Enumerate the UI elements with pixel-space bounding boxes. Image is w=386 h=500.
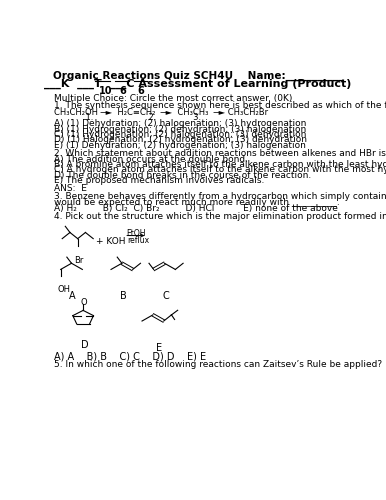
Text: Organic Reactions Quiz SCH4U    Name:___________: Organic Reactions Quiz SCH4U Name:______…	[52, 71, 343, 81]
Text: + KOH: + KOH	[96, 237, 126, 246]
Text: 1.                     2.              3.: 1. 2. 3.	[54, 113, 201, 122]
Text: B) A bromine atom attaches itself to the alkene carbon with the least hydrogens.: B) A bromine atom attaches itself to the…	[54, 160, 386, 169]
Text: E) (1) Dehydration; (2) hydrogenation; (3) halogenation: E) (1) Dehydration; (2) hydrogenation; (…	[54, 141, 306, 150]
Text: E: E	[156, 342, 162, 352]
Text: Br: Br	[74, 256, 84, 264]
Text: 1. The synthesis sequence shown here is best described as which of the following: 1. The synthesis sequence shown here is …	[54, 101, 386, 110]
Text: 5. In which one of the following reactions can Zaitsev’s Rule be applied?: 5. In which one of the following reactio…	[54, 360, 383, 370]
Text: A) H₂         B) Cl₂  C) Br₂         D) HCl          E) none of the above: A) H₂ B) Cl₂ C) Br₂ D) HCl E) none of th…	[54, 204, 338, 213]
Text: ANS:  E: ANS: E	[54, 184, 87, 193]
Text: D) (1) Halogenation; (2) hydrogenation; (3) dehydration: D) (1) Halogenation; (2) hydrogenation; …	[54, 136, 308, 144]
Text: EtOH: EtOH	[126, 228, 145, 237]
Text: A: A	[69, 291, 76, 301]
Text: D: D	[81, 340, 88, 349]
Text: 6: 6	[137, 86, 144, 96]
Text: Multiple Choice: Circle the most correct answer. (0K): Multiple Choice: Circle the most correct…	[54, 94, 293, 103]
Text: E) The proposed mechanism involves radicals.: E) The proposed mechanism involves radic…	[54, 176, 265, 186]
Text: would be expected to react much more readily with __________.: would be expected to react much more rea…	[54, 198, 340, 207]
Text: B) (1) Hydrogenation; (2) dehydration; (3) halogenation: B) (1) Hydrogenation; (2) dehydration; (…	[54, 124, 307, 134]
Text: A) (1) Dehydration; (2) halogenation; (3) hydrogenation: A) (1) Dehydration; (2) halogenation; (3…	[54, 120, 307, 128]
Text: C) A hydrogen atom attaches itself to the alkene carbon with the most hydrogens.: C) A hydrogen atom attaches itself to th…	[54, 166, 386, 174]
Text: 10: 10	[99, 86, 112, 96]
Text: 4. Pick out the structure which is the major elimination product formed in the f: 4. Pick out the structure which is the m…	[54, 212, 386, 220]
Text: ___K  ___T  ___C Assessment of Learning (Product): ___K ___T ___C Assessment of Learning (P…	[44, 78, 352, 88]
Text: O: O	[81, 298, 87, 307]
Text: D) The double bond breaks in the course of the reaction.: D) The double bond breaks in the course …	[54, 171, 312, 180]
Text: OH: OH	[58, 285, 71, 294]
Text: 3. Benzene behaves differently from a hydrocarbon which simply contains three C : 3. Benzene behaves differently from a hy…	[54, 192, 386, 200]
Text: reflux: reflux	[127, 236, 149, 246]
Text: 6: 6	[120, 86, 126, 96]
Text: 2. Which statement about addition reactions between alkenes and HBr is false?: 2. Which statement about addition reacti…	[54, 148, 386, 158]
Text: CH₃CH₂OH ─►  H₂C≡CH₂  ─►  CH₃CH₃  ─► CH₃CH₂Br: CH₃CH₂OH ─► H₂C≡CH₂ ─► CH₃CH₃ ─► CH₃CH₂B…	[54, 108, 269, 116]
Text: A) A    B) B    C) C    D) D    E) E: A) A B) B C) C D) D E) E	[54, 351, 207, 361]
Text: B: B	[120, 291, 126, 301]
Text: A) The addition occurs at the double bond.: A) The addition occurs at the double bon…	[54, 154, 249, 164]
Text: C) (1) Hydrogenation; (2) halogenation; (3) dehydration: C) (1) Hydrogenation; (2) halogenation; …	[54, 130, 307, 139]
Text: C: C	[162, 291, 169, 301]
